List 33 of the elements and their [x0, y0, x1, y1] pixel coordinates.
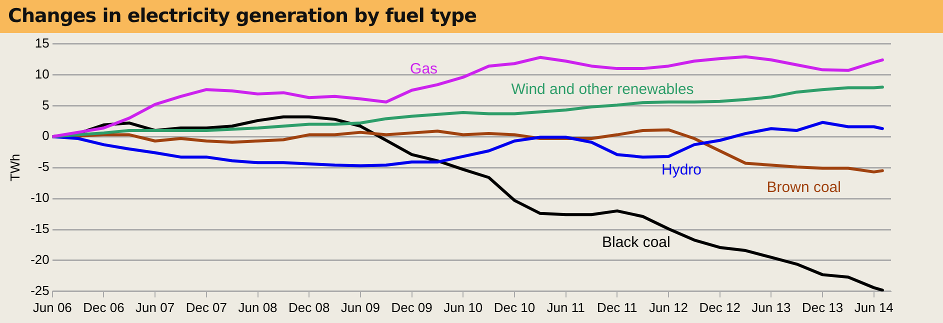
x-tick-label: Jun 13	[752, 300, 791, 315]
x-tick-label: Dec 11	[597, 300, 638, 315]
y-tick-label: -25	[30, 282, 50, 298]
series-label: Black coal	[602, 234, 670, 252]
y-tick-label: 0	[42, 128, 50, 144]
x-tick-label: Jun 10	[444, 300, 483, 315]
y-axis-title: TWh	[7, 154, 22, 182]
y-tick-label: -20	[30, 252, 50, 268]
x-tick-label: Dec 07	[186, 300, 228, 315]
y-tick-label: 5	[42, 97, 50, 112]
x-tick-label: Dec 10	[494, 300, 536, 315]
x-tick-label: Jun 06	[32, 300, 72, 315]
series-label: Hydro	[662, 162, 702, 179]
x-tick-label: Jun 09	[340, 300, 380, 315]
x-tick-label: Jun 14	[854, 300, 894, 315]
x-tick-label: Dec 12	[699, 300, 740, 315]
series-label: Brown coal	[766, 179, 841, 196]
y-tick-label: -15	[30, 221, 50, 236]
x-tick-label: Jun 11	[546, 300, 585, 315]
y-tick-label: -5	[38, 159, 50, 174]
x-tick-label: Dec 13	[802, 300, 844, 315]
x-tick-label: Jun 08	[238, 300, 278, 315]
series-label: Gas	[410, 60, 438, 78]
y-tick-label: -10	[30, 190, 50, 206]
chart-title: Changes in electricity generation by fuel type	[0, 0, 943, 33]
y-tick-label: 15	[34, 35, 50, 50]
x-tick-label: Jun 12	[648, 300, 688, 315]
x-tick-label: Jun 07	[136, 300, 175, 315]
x-tick-label: Dec 09	[391, 300, 432, 315]
x-tick-label: Dec 08	[288, 300, 330, 315]
x-tick-label: Dec 06	[83, 300, 124, 315]
series-label: Wind and other renewables	[511, 81, 694, 98]
y-tick-label: 10	[34, 66, 50, 82]
